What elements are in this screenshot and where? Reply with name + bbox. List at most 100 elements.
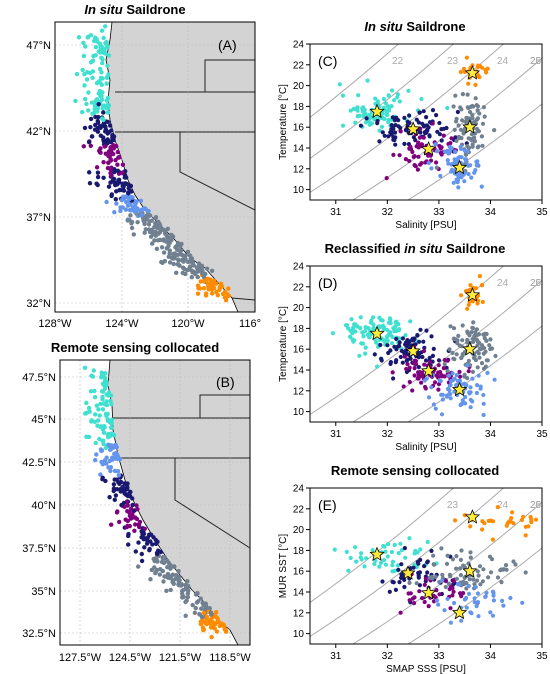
scatter-point	[513, 562, 518, 567]
map-observation-point	[176, 569, 181, 574]
scatter-point	[465, 363, 470, 368]
map-observation-point	[98, 447, 104, 452]
scatter-point	[386, 134, 391, 139]
map-observation-point	[175, 257, 181, 262]
scatter-point	[405, 362, 410, 367]
map-observation-point	[89, 418, 95, 424]
scatter-point	[399, 572, 404, 577]
scatter-point	[386, 93, 391, 98]
scatter-point	[454, 373, 459, 378]
scatter-point	[366, 326, 371, 331]
lat-tick: 47.5°N	[22, 372, 56, 384]
y-tick-label: 16	[293, 123, 305, 134]
map-observation-point	[204, 621, 209, 627]
scatter-point	[472, 335, 477, 340]
scatter-point	[453, 149, 458, 154]
scatter-point	[480, 579, 485, 584]
scatter-point	[393, 123, 398, 128]
scatter-point	[523, 570, 528, 575]
scatter-point	[442, 361, 447, 367]
lat-tick: 32.5°N	[22, 628, 56, 640]
map-observation-point	[109, 432, 114, 438]
map-observation-point	[82, 125, 88, 131]
map-observation-point	[106, 53, 112, 58]
scatter-point	[426, 153, 431, 158]
map-observation-point	[92, 388, 97, 394]
scatter-point	[407, 365, 412, 370]
scatter-point	[391, 376, 396, 381]
scatter-point	[454, 566, 459, 571]
map-observation-point	[83, 96, 88, 102]
map-observation-point	[188, 258, 193, 263]
scatter-point	[408, 319, 413, 324]
scatter-point	[407, 158, 412, 164]
centroid-star	[451, 604, 468, 620]
map-observation-point	[147, 213, 153, 218]
scatter-point	[423, 576, 428, 581]
x-tick-label: 34	[485, 207, 497, 218]
lat-tick: 32°N	[26, 298, 51, 310]
map-observation-point	[106, 184, 112, 189]
map-observation-point	[95, 174, 101, 180]
scatter-point	[508, 595, 513, 601]
scatter-point	[450, 378, 456, 383]
y-tick-label: 14	[293, 588, 305, 599]
scatter-point	[420, 354, 425, 360]
map-observation-point	[109, 149, 114, 154]
scatter-point	[399, 348, 404, 354]
map-observation-point	[150, 241, 155, 246]
scatter-point	[444, 561, 450, 567]
scatter-point	[432, 380, 438, 385]
scatter-point	[476, 614, 481, 619]
map-observation-point	[217, 285, 222, 290]
scatter-point	[469, 175, 474, 180]
scatter-point	[504, 567, 509, 572]
scatter-point	[371, 315, 376, 320]
map-observation-point	[108, 398, 113, 404]
map-observation-point	[95, 170, 101, 175]
map-observation-point	[197, 612, 202, 617]
map-observation-point	[195, 274, 200, 280]
scatter-point	[498, 568, 503, 573]
scatter-point	[404, 366, 409, 372]
scatter-point	[398, 129, 403, 134]
scatter-point	[373, 96, 378, 101]
scatter-point	[458, 69, 463, 75]
map-observation-point	[134, 503, 139, 508]
y-tick-label: 22	[293, 60, 305, 71]
scatter-point	[391, 137, 396, 142]
scatter-point	[385, 542, 391, 547]
scatter-point	[430, 108, 436, 113]
density-contour-label: 24	[497, 56, 509, 67]
scatter-point	[477, 111, 482, 116]
map-observation-point	[127, 513, 133, 518]
scatter-point	[480, 143, 485, 148]
map-observation-point	[88, 60, 94, 65]
map-observation-point	[132, 528, 137, 533]
scatter-point	[480, 519, 485, 524]
map-observation-point	[112, 169, 117, 175]
map-observation-point	[94, 452, 99, 457]
scatter-point	[446, 161, 451, 166]
y-tick-label: 16	[293, 345, 305, 356]
scatter-point	[475, 104, 481, 109]
map-observation-point	[90, 75, 95, 81]
scatter-point	[394, 319, 399, 324]
scatter-point	[416, 143, 421, 148]
scatter-point	[477, 355, 482, 360]
centroid-star	[405, 343, 421, 358]
map-observation-point	[95, 423, 100, 428]
map-observation-point	[134, 516, 140, 522]
scatter-point	[366, 119, 371, 124]
map-observation-point	[172, 256, 177, 261]
map-observation-point	[123, 207, 129, 212]
map-observation-point	[161, 579, 166, 584]
scatter-point	[473, 96, 478, 101]
map-observation-point	[148, 577, 153, 582]
map-observation-point	[171, 581, 176, 586]
map-observation-point	[182, 266, 187, 272]
map-observation-point	[121, 194, 126, 199]
map-observation-point	[82, 83, 87, 88]
